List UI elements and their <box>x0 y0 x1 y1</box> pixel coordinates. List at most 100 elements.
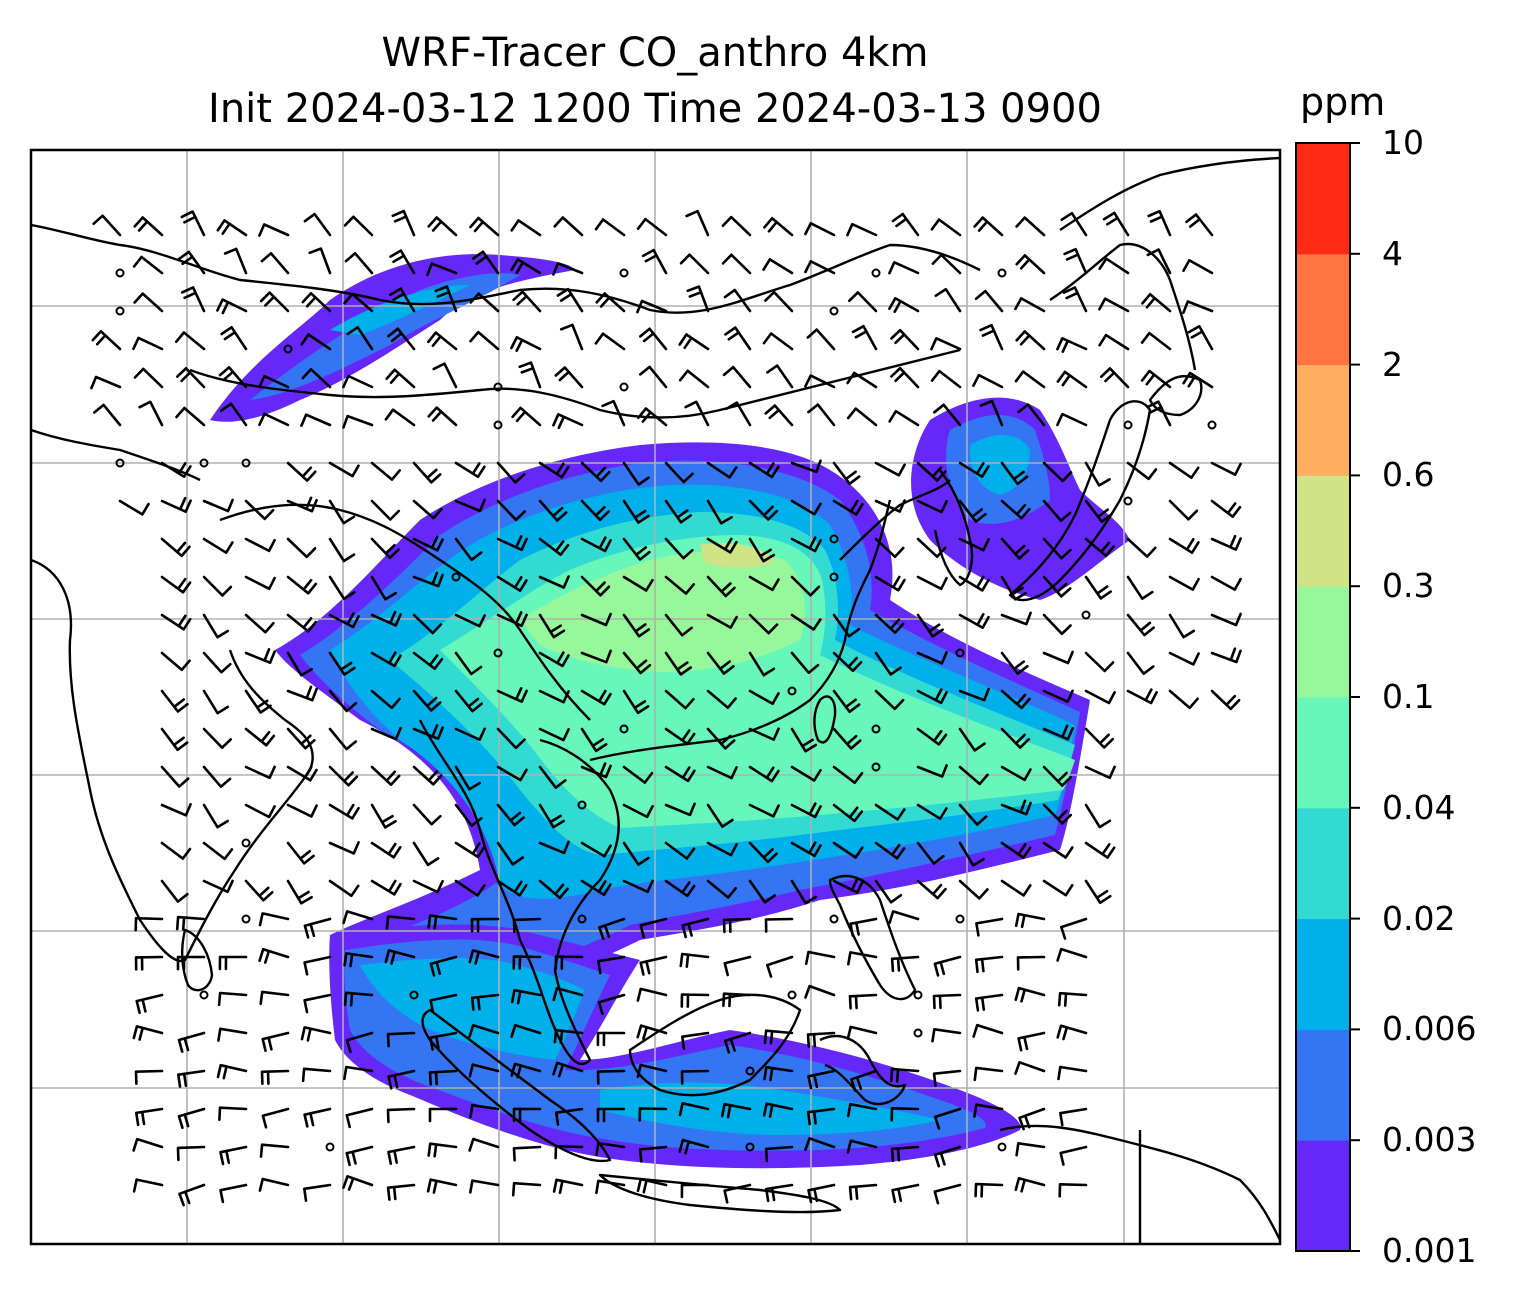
wind-barb <box>218 1106 248 1121</box>
wind-barb <box>384 408 416 427</box>
wind-barb <box>974 955 1004 974</box>
wind-barb <box>664 461 694 484</box>
wind-barb <box>328 575 356 601</box>
border-russia <box>31 223 981 314</box>
wind-barb <box>538 575 570 589</box>
wind-barb <box>1084 803 1112 829</box>
wind-barb <box>286 727 316 750</box>
wind-barb <box>933 1183 962 1205</box>
calm-wind-marker <box>115 268 125 278</box>
wind-barb <box>426 1178 458 1194</box>
wind-barb <box>1084 499 1113 523</box>
wind-barb <box>916 841 945 865</box>
wind-barb <box>220 326 248 351</box>
wind-barb <box>1126 688 1158 705</box>
calm-wind-marker <box>619 382 629 392</box>
wind-barb <box>706 765 738 780</box>
wind-barb <box>678 1102 710 1117</box>
wind-barb <box>916 879 947 900</box>
calm-wind-marker <box>115 306 125 316</box>
wind-barb <box>258 374 290 389</box>
wind-barb <box>1210 647 1242 664</box>
wind-barb <box>1042 841 1074 859</box>
wind-barb <box>328 612 360 629</box>
wind-barb <box>471 250 500 275</box>
wind-barb <box>916 461 947 482</box>
wind-barb <box>1147 209 1172 237</box>
wind-barb <box>1210 499 1242 518</box>
colorbar-segment <box>1296 1140 1350 1252</box>
coastline-far-east <box>1049 242 1197 371</box>
wind-barb <box>286 461 317 482</box>
wind-barb <box>706 841 738 857</box>
wind-barb <box>804 374 836 389</box>
wind-barb <box>133 367 164 389</box>
wind-barb <box>92 214 122 237</box>
wind-barb <box>748 461 780 479</box>
wind-barb <box>538 689 570 704</box>
wind-barb <box>720 1102 752 1119</box>
wind-barb <box>134 1069 164 1085</box>
wind-barb <box>412 571 444 588</box>
calm-wind-marker <box>1123 420 1133 430</box>
wind-barb <box>512 917 542 934</box>
wind-barb <box>1146 400 1172 427</box>
wind-barb <box>412 499 443 520</box>
wind-barb <box>328 537 356 563</box>
wind-barb <box>765 1183 794 1203</box>
wind-barbs <box>90 209 1242 1207</box>
colorbar <box>1295 142 1360 1252</box>
colorbar-segment <box>1296 253 1350 366</box>
wind-barb <box>554 955 584 970</box>
wind-barb <box>552 1178 584 1194</box>
wind-barb <box>1084 841 1116 859</box>
wind-barb <box>637 407 668 427</box>
wind-barb <box>664 651 692 676</box>
wind-barb <box>930 369 962 389</box>
wind-barb <box>804 984 836 999</box>
wind-barb <box>300 1026 332 1042</box>
wind-barb <box>724 326 752 351</box>
wind-barb <box>1000 537 1030 560</box>
wind-barb <box>594 332 626 351</box>
wind-barb <box>345 1107 374 1129</box>
wind-barb <box>427 216 458 237</box>
wind-barb <box>890 1107 920 1122</box>
wind-barb <box>1056 412 1088 427</box>
wind-barb <box>1042 575 1072 598</box>
wind-barb <box>1014 986 1046 1003</box>
wind-barb <box>496 499 526 522</box>
calm-wind-marker <box>745 1142 755 1152</box>
wind-barb <box>664 727 696 746</box>
wind-barb <box>664 765 696 783</box>
wind-barb <box>1126 613 1155 637</box>
wind-barb <box>1000 765 1032 782</box>
wind-barb <box>454 803 483 827</box>
wind-barb <box>790 841 822 858</box>
colorbar-segment <box>1296 364 1350 476</box>
wind-barb <box>832 803 864 823</box>
wind-barb <box>1098 333 1130 351</box>
wind-barb <box>958 575 990 592</box>
coastline-taiwan <box>813 695 837 744</box>
wind-barb <box>286 803 318 818</box>
wind-barb <box>678 333 710 351</box>
wind-barb <box>286 651 313 677</box>
wind-barb <box>160 537 191 558</box>
calm-wind-marker <box>493 420 503 430</box>
wind-barb <box>134 916 164 932</box>
wind-barb <box>202 613 230 639</box>
wind-barb <box>622 537 651 561</box>
wind-barb <box>1042 689 1074 703</box>
wind-barb <box>469 216 500 237</box>
wind-barb <box>832 461 861 486</box>
wind-barb <box>678 1138 710 1155</box>
wind-barb <box>160 727 189 752</box>
wind-barb <box>763 1065 794 1082</box>
wind-barb <box>552 262 584 276</box>
wind-barb <box>370 499 401 521</box>
wind-barb <box>387 1145 416 1165</box>
wind-barb <box>1000 879 1032 897</box>
calm-wind-marker <box>325 1142 335 1152</box>
wind-barb <box>804 222 836 237</box>
